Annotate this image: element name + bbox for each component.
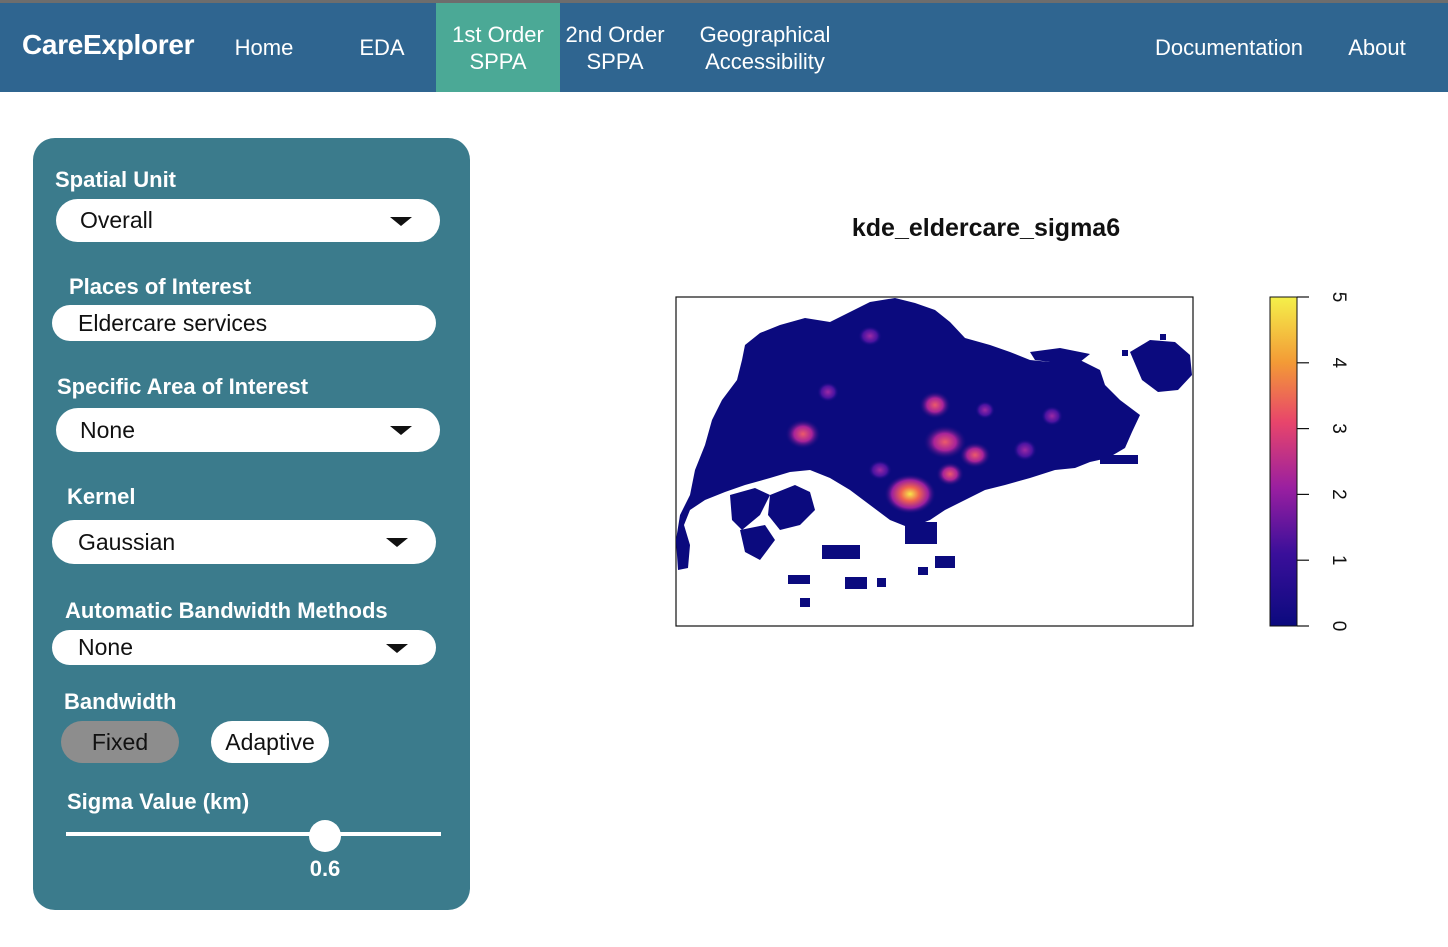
specific-area-value: None xyxy=(80,416,135,443)
brand-logo-text[interactable]: CareExplorer xyxy=(22,29,195,60)
places-of-interest-value: Eldercare services xyxy=(78,309,268,336)
sigma-value-label: Sigma Value (km) xyxy=(67,789,250,814)
nav-documentation[interactable]: Documentation xyxy=(1155,35,1303,60)
specific-area-label: Specific Area of Interest xyxy=(57,374,309,399)
plot-title: kde_eldercare_sigma6 xyxy=(851,214,1121,242)
chevron-down-icon xyxy=(390,426,412,435)
chevron-down-icon xyxy=(386,643,408,653)
bandwidth-fixed-button[interactable]: Fixed xyxy=(61,721,179,763)
nav-1st-order-sppa[interactable]: 1st Order SPPA xyxy=(436,3,560,92)
specific-area-select[interactable]: None xyxy=(56,408,440,452)
top-navbar: CareExplorer Home EDA 1st Order SPPA 2nd… xyxy=(0,0,1448,92)
sigma-slider-track[interactable] xyxy=(66,832,441,836)
spatial-unit-label: Spatial Unit xyxy=(55,167,177,192)
places-of-interest-label: Places of Interest xyxy=(69,274,252,299)
kernel-select[interactable]: Gaussian xyxy=(52,520,436,564)
nav-geographical-accessibility[interactable]: Geographical Accessibility xyxy=(699,21,831,74)
sigma-slider-value: 0.6 xyxy=(309,856,341,881)
nav-eda[interactable]: EDA xyxy=(359,35,405,60)
nav-home[interactable]: Home xyxy=(234,35,294,60)
colorbar-tick-label: 0 xyxy=(1328,621,1349,632)
places-of-interest-input[interactable]: Eldercare services xyxy=(52,305,436,341)
colorbar-tick-label: 4 xyxy=(1328,358,1349,369)
auto-bandwidth-value: None xyxy=(78,634,133,660)
spatial-unit-value: Overall xyxy=(80,207,153,233)
colorbar-ticks: 0 1 2 3 4 5 xyxy=(1297,292,1349,632)
kernel-label: Kernel xyxy=(67,484,136,509)
sigma-slider-handle[interactable] xyxy=(309,820,341,852)
bandwidth-adaptive-button[interactable]: Adaptive xyxy=(211,721,329,763)
colorbar xyxy=(1269,296,1298,627)
colorbar-tick-label: 2 xyxy=(1328,489,1349,500)
nav-about[interactable]: About xyxy=(1348,35,1406,60)
chevron-down-icon xyxy=(386,538,408,547)
chevron-down-icon xyxy=(390,216,412,226)
auto-bandwidth-label: Automatic Bandwidth Methods xyxy=(65,598,388,623)
kernel-value: Gaussian xyxy=(78,528,176,555)
colorbar-tick-label: 5 xyxy=(1328,292,1349,303)
kde-density-map xyxy=(676,298,1192,607)
bandwidth-label: Bandwidth xyxy=(64,689,177,714)
nav-2nd-order-sppa[interactable]: 2nd Order SPPA xyxy=(565,21,665,74)
spatial-unit-select[interactable]: Overall xyxy=(56,199,440,242)
colorbar-tick-label: 3 xyxy=(1328,423,1349,434)
colorbar-tick-label: 1 xyxy=(1328,555,1349,566)
auto-bandwidth-select[interactable]: None xyxy=(52,630,436,665)
